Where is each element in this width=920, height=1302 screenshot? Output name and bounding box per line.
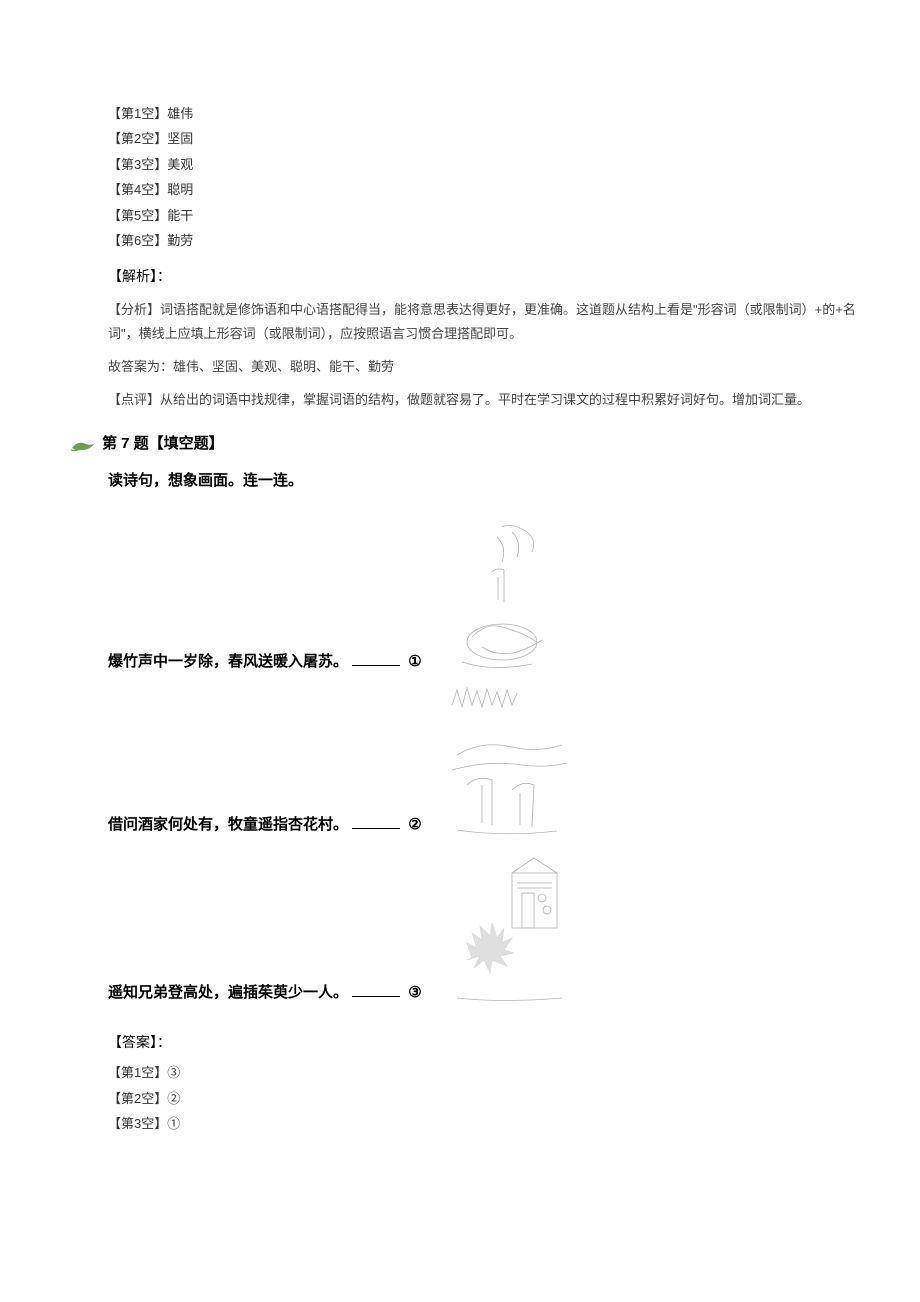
answer-line: 【第1空】雄伟: [108, 102, 860, 125]
answer-line: 【第4空】聪明: [108, 178, 860, 201]
question-7-header: 第 7 题【填空题】: [70, 430, 860, 457]
answer-line: 【第6空】勤劳: [108, 229, 860, 252]
poem-row-1: 爆竹声中一岁除，春风送暖入屠苏。 ①: [108, 512, 860, 685]
answer-line: 【第1空】③: [108, 1061, 860, 1084]
question-number: 第 7 题【填空题】: [102, 430, 224, 457]
poem-image-2: [442, 685, 572, 840]
analysis-dianping: 【点评】从给出的词语中找规律，掌握词语的结构，做题就容易了。平时在学习课文的过程…: [108, 388, 860, 413]
poem-line: 借问酒家何处有，牧童遥指杏花村。: [108, 816, 348, 833]
analysis-label: 【解析】：: [108, 264, 860, 289]
answer-line: 【第3空】①: [108, 1112, 860, 1135]
circle-number: ②: [408, 811, 421, 838]
blank-input[interactable]: [352, 815, 400, 829]
answer-line: 【第2空】坚固: [108, 127, 860, 150]
poem-line: 遥知兄弟登高处，遍插茱萸少一人。: [108, 984, 348, 1001]
poem-row-2: 借问酒家何处有，牧童遥指杏花村。 ②: [108, 685, 860, 848]
blank-input[interactable]: [352, 652, 400, 666]
circle-number: ①: [408, 648, 421, 675]
poem-text: 爆竹声中一岁除，春风送暖入屠苏。 ①: [108, 648, 422, 685]
answer-line: 【第5空】能干: [108, 204, 860, 227]
answer-label: 【答案】：: [108, 1030, 860, 1055]
prev-answer-block: 【第1空】雄伟 【第2空】坚固 【第3空】美观 【第4空】聪明 【第5空】能干 …: [60, 102, 860, 412]
question-title: 读诗句，想象画面。连一连。: [108, 467, 860, 494]
poem-row-3: 遥知兄弟登高处，遍插茱萸少一人。 ③: [108, 848, 860, 1016]
answer-line: 【第3空】美观: [108, 153, 860, 176]
poem-image-1: [442, 512, 572, 677]
circle-number: ③: [408, 979, 421, 1006]
analysis-fenxi: 【分析】词语搭配就是修饰语和中心语搭配得当，能将意思表达得更好，更准确。这道题从…: [108, 298, 860, 347]
poem-image-3: [442, 848, 572, 1008]
poem-text: 遥知兄弟登高处，遍插茱萸少一人。 ③: [108, 979, 422, 1016]
poem-text: 借问酒家何处有，牧童遥指杏花村。 ②: [108, 811, 422, 848]
poem-line: 爆竹声中一岁除，春风送暖入屠苏。: [108, 653, 348, 670]
answer-line: 【第2空】②: [108, 1087, 860, 1110]
blank-input[interactable]: [352, 983, 400, 997]
analysis-guda: 故答案为：雄伟、坚固、美观、聪明、能干、勤劳: [108, 355, 860, 380]
leaf-icon: [70, 436, 96, 452]
